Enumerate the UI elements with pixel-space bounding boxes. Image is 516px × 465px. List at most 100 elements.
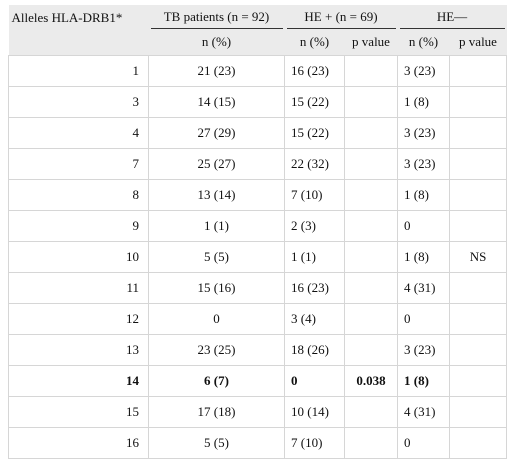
cell-tb-patients: 21 (23) xyxy=(148,55,285,87)
cell-he-minus-p-value xyxy=(449,86,507,118)
cell-tb-patients: 14 (15) xyxy=(148,86,285,118)
header-he-minus-p-value: p value xyxy=(449,29,507,56)
cell-he-minus: 3 (23) xyxy=(397,334,450,366)
cell-he-plus-p-value xyxy=(344,86,398,118)
cell-allele: 15 xyxy=(8,396,149,428)
cell-he-minus: 1 (8) xyxy=(397,241,450,273)
cell-he-minus-p-value: NS xyxy=(449,241,507,273)
cell-he-minus: 4 (31) xyxy=(397,272,450,304)
cell-he-plus: 15 (22) xyxy=(284,86,345,118)
cell-he-minus: 3 (23) xyxy=(397,55,450,87)
cell-he-plus-p-value xyxy=(344,303,398,335)
cell-allele: 16 xyxy=(8,427,149,459)
table-row: 10 5 (5) 1 (1) 1 (8) NS xyxy=(8,241,507,273)
cell-tb-patients: 25 (27) xyxy=(148,148,285,180)
cell-he-minus: 4 (31) xyxy=(397,396,450,428)
cell-he-plus-p-value xyxy=(344,148,398,180)
table-row: 7 25 (27) 22 (32) 3 (23) xyxy=(8,148,507,180)
cell-he-plus-p-value xyxy=(344,241,398,273)
cell-allele: 7 xyxy=(8,148,149,180)
cell-allele: 11 xyxy=(8,272,149,304)
cell-he-plus-p-value xyxy=(344,272,398,304)
cell-tb-patients: 5 (5) xyxy=(148,427,285,459)
table-body: 1 21 (23) 16 (23) 3 (23) 3 14 (15) 15 (22) 1 (8… xyxy=(8,55,507,459)
cell-he-plus-p-value xyxy=(344,117,398,149)
cell-he-minus-p-value xyxy=(449,427,507,459)
header-tb-patients-label: TB patients (n = 92) xyxy=(150,6,283,29)
cell-allele: 14 xyxy=(8,365,149,397)
cell-he-plus-p-value xyxy=(344,55,398,87)
cell-he-minus: 3 (23) xyxy=(397,148,450,180)
header-he-plus: HE + (n = 69) xyxy=(284,5,398,29)
cell-allele: 9 xyxy=(8,210,149,242)
cell-allele: 10 xyxy=(8,241,149,273)
header-he-plus-n-pct: n (%) xyxy=(284,29,345,56)
cell-he-plus: 0 xyxy=(284,365,345,397)
cell-he-minus: 0 xyxy=(397,210,450,242)
cell-he-plus-p-value xyxy=(344,396,398,428)
table-row: 8 13 (14) 7 (10) 1 (8) xyxy=(8,179,507,211)
cell-he-plus: 16 (23) xyxy=(284,272,345,304)
cell-he-plus-p-value: 0.038 xyxy=(344,365,398,397)
header-row-2: n (%) n (%) p value n (%) p value xyxy=(9,29,507,56)
cell-he-minus-p-value xyxy=(449,396,507,428)
cell-he-minus-p-value xyxy=(449,210,507,242)
cell-he-minus: 1 (8) xyxy=(397,179,450,211)
cell-he-plus: 22 (32) xyxy=(284,148,345,180)
cell-he-minus-p-value xyxy=(449,303,507,335)
cell-allele: 8 xyxy=(8,179,149,211)
cell-allele: 13 xyxy=(8,334,149,366)
hla-allele-table: Alleles HLA-DRB1* TB patients (n = 92) H… xyxy=(8,5,507,459)
header-row-1: Alleles HLA-DRB1* TB patients (n = 92) H… xyxy=(8,5,507,56)
cell-tb-patients: 15 (16) xyxy=(148,272,285,304)
cell-tb-patients: 0 xyxy=(148,303,285,335)
header-he-minus-n-pct: n (%) xyxy=(397,29,450,56)
table-row: 3 14 (15) 15 (22) 1 (8) xyxy=(8,86,507,118)
cell-tb-patients: 6 (7) xyxy=(148,365,285,397)
cell-he-minus-p-value xyxy=(449,179,507,211)
cell-he-minus: 3 (23) xyxy=(397,117,450,149)
cell-he-minus-p-value xyxy=(449,117,507,149)
header-he-plus-label: HE + (n = 69) xyxy=(286,6,396,29)
cell-tb-patients: 23 (25) xyxy=(148,334,285,366)
header-tb-n-pct: n (%) xyxy=(148,29,285,56)
cell-he-minus-p-value xyxy=(449,148,507,180)
cell-he-plus: 3 (4) xyxy=(284,303,345,335)
table-row: 15 17 (18) 10 (14) 4 (31) xyxy=(8,396,507,428)
cell-he-plus: 18 (26) xyxy=(284,334,345,366)
cell-he-plus-p-value xyxy=(344,179,398,211)
table-row: 16 5 (5) 7 (10) 0 xyxy=(8,427,507,459)
cell-allele: 12 xyxy=(8,303,149,335)
table-row: 14 6 (7) 0 0.038 1 (8) xyxy=(8,365,507,397)
cell-he-plus: 16 (23) xyxy=(284,55,345,87)
cell-he-plus: 7 (10) xyxy=(284,427,345,459)
cell-he-minus: 0 xyxy=(397,303,450,335)
table-row: 4 27 (29) 15 (22) 3 (23) xyxy=(8,117,507,149)
cell-tb-patients: 1 (1) xyxy=(148,210,285,242)
header-he-plus-p-value: p value xyxy=(344,29,398,56)
cell-allele: 4 xyxy=(8,117,149,149)
header-tb-patients: TB patients (n = 92) xyxy=(148,5,285,29)
cell-he-plus: 1 (1) xyxy=(284,241,345,273)
header-he-minus-label: HE— xyxy=(399,6,505,29)
cell-he-plus-p-value xyxy=(344,210,398,242)
cell-allele: 1 xyxy=(8,55,149,87)
header-he-minus: HE— xyxy=(397,5,507,29)
cell-tb-patients: 13 (14) xyxy=(148,179,285,211)
cell-he-minus: 1 (8) xyxy=(397,86,450,118)
cell-he-plus: 10 (14) xyxy=(284,396,345,428)
cell-he-minus-p-value xyxy=(449,365,507,397)
header-alleles: Alleles HLA-DRB1* xyxy=(8,5,149,56)
table-header: Alleles HLA-DRB1* TB patients (n = 92) H… xyxy=(8,5,507,56)
cell-he-minus-p-value xyxy=(449,55,507,87)
cell-he-plus-p-value xyxy=(344,334,398,366)
cell-he-plus: 15 (22) xyxy=(284,117,345,149)
cell-he-minus: 1 (8) xyxy=(397,365,450,397)
cell-allele: 3 xyxy=(8,86,149,118)
cell-tb-patients: 27 (29) xyxy=(148,117,285,149)
cell-tb-patients: 5 (5) xyxy=(148,241,285,273)
cell-he-minus-p-value xyxy=(449,334,507,366)
cell-tb-patients: 17 (18) xyxy=(148,396,285,428)
